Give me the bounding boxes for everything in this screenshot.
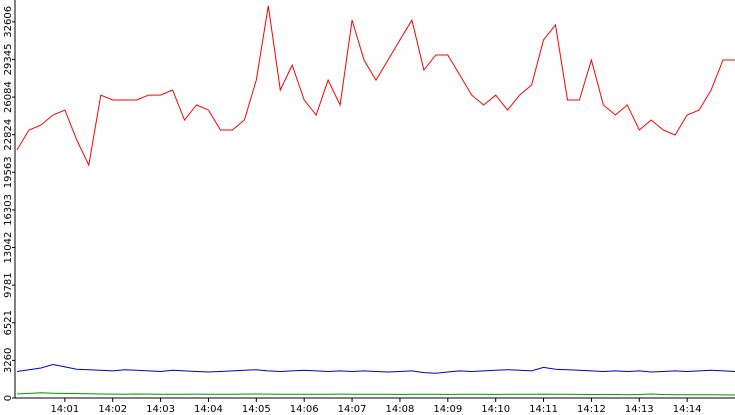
y-tick-label: 32606 bbox=[3, 6, 14, 38]
x-tick-label: 14:11 bbox=[529, 404, 558, 415]
x-tick-label: 14:14 bbox=[673, 404, 702, 415]
x-tick-label: 14:05 bbox=[242, 404, 271, 415]
line-series bbox=[16, 5, 735, 167]
x-tick-label: 14:13 bbox=[625, 404, 654, 415]
y-tick-label: 9781 bbox=[3, 272, 14, 297]
y-tick-label: 29345 bbox=[3, 44, 14, 76]
x-tick-label: 14:01 bbox=[50, 404, 79, 415]
y-tick-label: 16303 bbox=[3, 194, 14, 226]
x-tick-label: 14:03 bbox=[146, 404, 175, 415]
x-tick-label: 14:10 bbox=[481, 404, 510, 415]
y-tick-label: 26084 bbox=[3, 81, 14, 113]
y-tick-label: 3260 bbox=[3, 348, 14, 373]
y-tick-label: 6521 bbox=[3, 310, 14, 335]
y-tick-label: 0 bbox=[3, 395, 14, 401]
x-tick-label: 14:12 bbox=[577, 404, 606, 415]
y-tick-label: 19563 bbox=[3, 156, 14, 188]
x-tick-label: 14:09 bbox=[433, 404, 462, 415]
x-tick-label: 14:02 bbox=[98, 404, 127, 415]
line-series bbox=[16, 392, 735, 396]
y-tick-label: 13042 bbox=[3, 232, 14, 264]
x-tick-label: 14:08 bbox=[386, 404, 415, 415]
x-tick-label: 14:07 bbox=[338, 404, 367, 415]
y-tick-label: 22824 bbox=[3, 119, 14, 151]
line-series bbox=[16, 363, 735, 374]
x-tick-label: 14:06 bbox=[290, 404, 319, 415]
x-tick-label: 14:04 bbox=[194, 404, 223, 415]
